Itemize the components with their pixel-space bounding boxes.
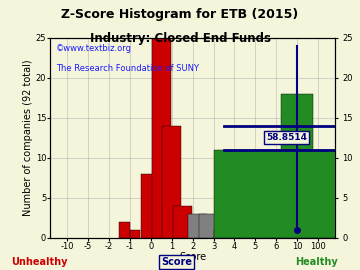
Text: Unhealthy: Unhealthy (12, 257, 68, 267)
Bar (141, 174, 160, 238)
Text: Z-Score Histogram for ETB (2015): Z-Score Histogram for ETB (2015) (61, 8, 299, 21)
Text: The Research Foundation of SUNY: The Research Foundation of SUNY (56, 64, 199, 73)
Bar (282, 94, 313, 238)
Bar (213, 230, 224, 238)
Bar (188, 214, 207, 238)
Bar (130, 230, 140, 238)
Bar (162, 126, 181, 238)
Bar (267, 222, 285, 238)
Text: Industry: Closed End Funds: Industry: Closed End Funds (90, 32, 270, 45)
Bar (213, 150, 360, 238)
Bar (152, 38, 171, 238)
X-axis label: Score: Score (179, 252, 206, 262)
Bar (120, 222, 130, 238)
Text: Healthy: Healthy (296, 257, 338, 267)
Y-axis label: Number of companies (92 total): Number of companies (92 total) (23, 59, 33, 216)
Bar (246, 222, 265, 238)
Bar (173, 206, 192, 238)
Bar (199, 214, 218, 238)
Text: 58.8514: 58.8514 (266, 133, 307, 142)
Text: ©www.textbiz.org: ©www.textbiz.org (56, 44, 132, 53)
Text: Score: Score (161, 257, 192, 267)
